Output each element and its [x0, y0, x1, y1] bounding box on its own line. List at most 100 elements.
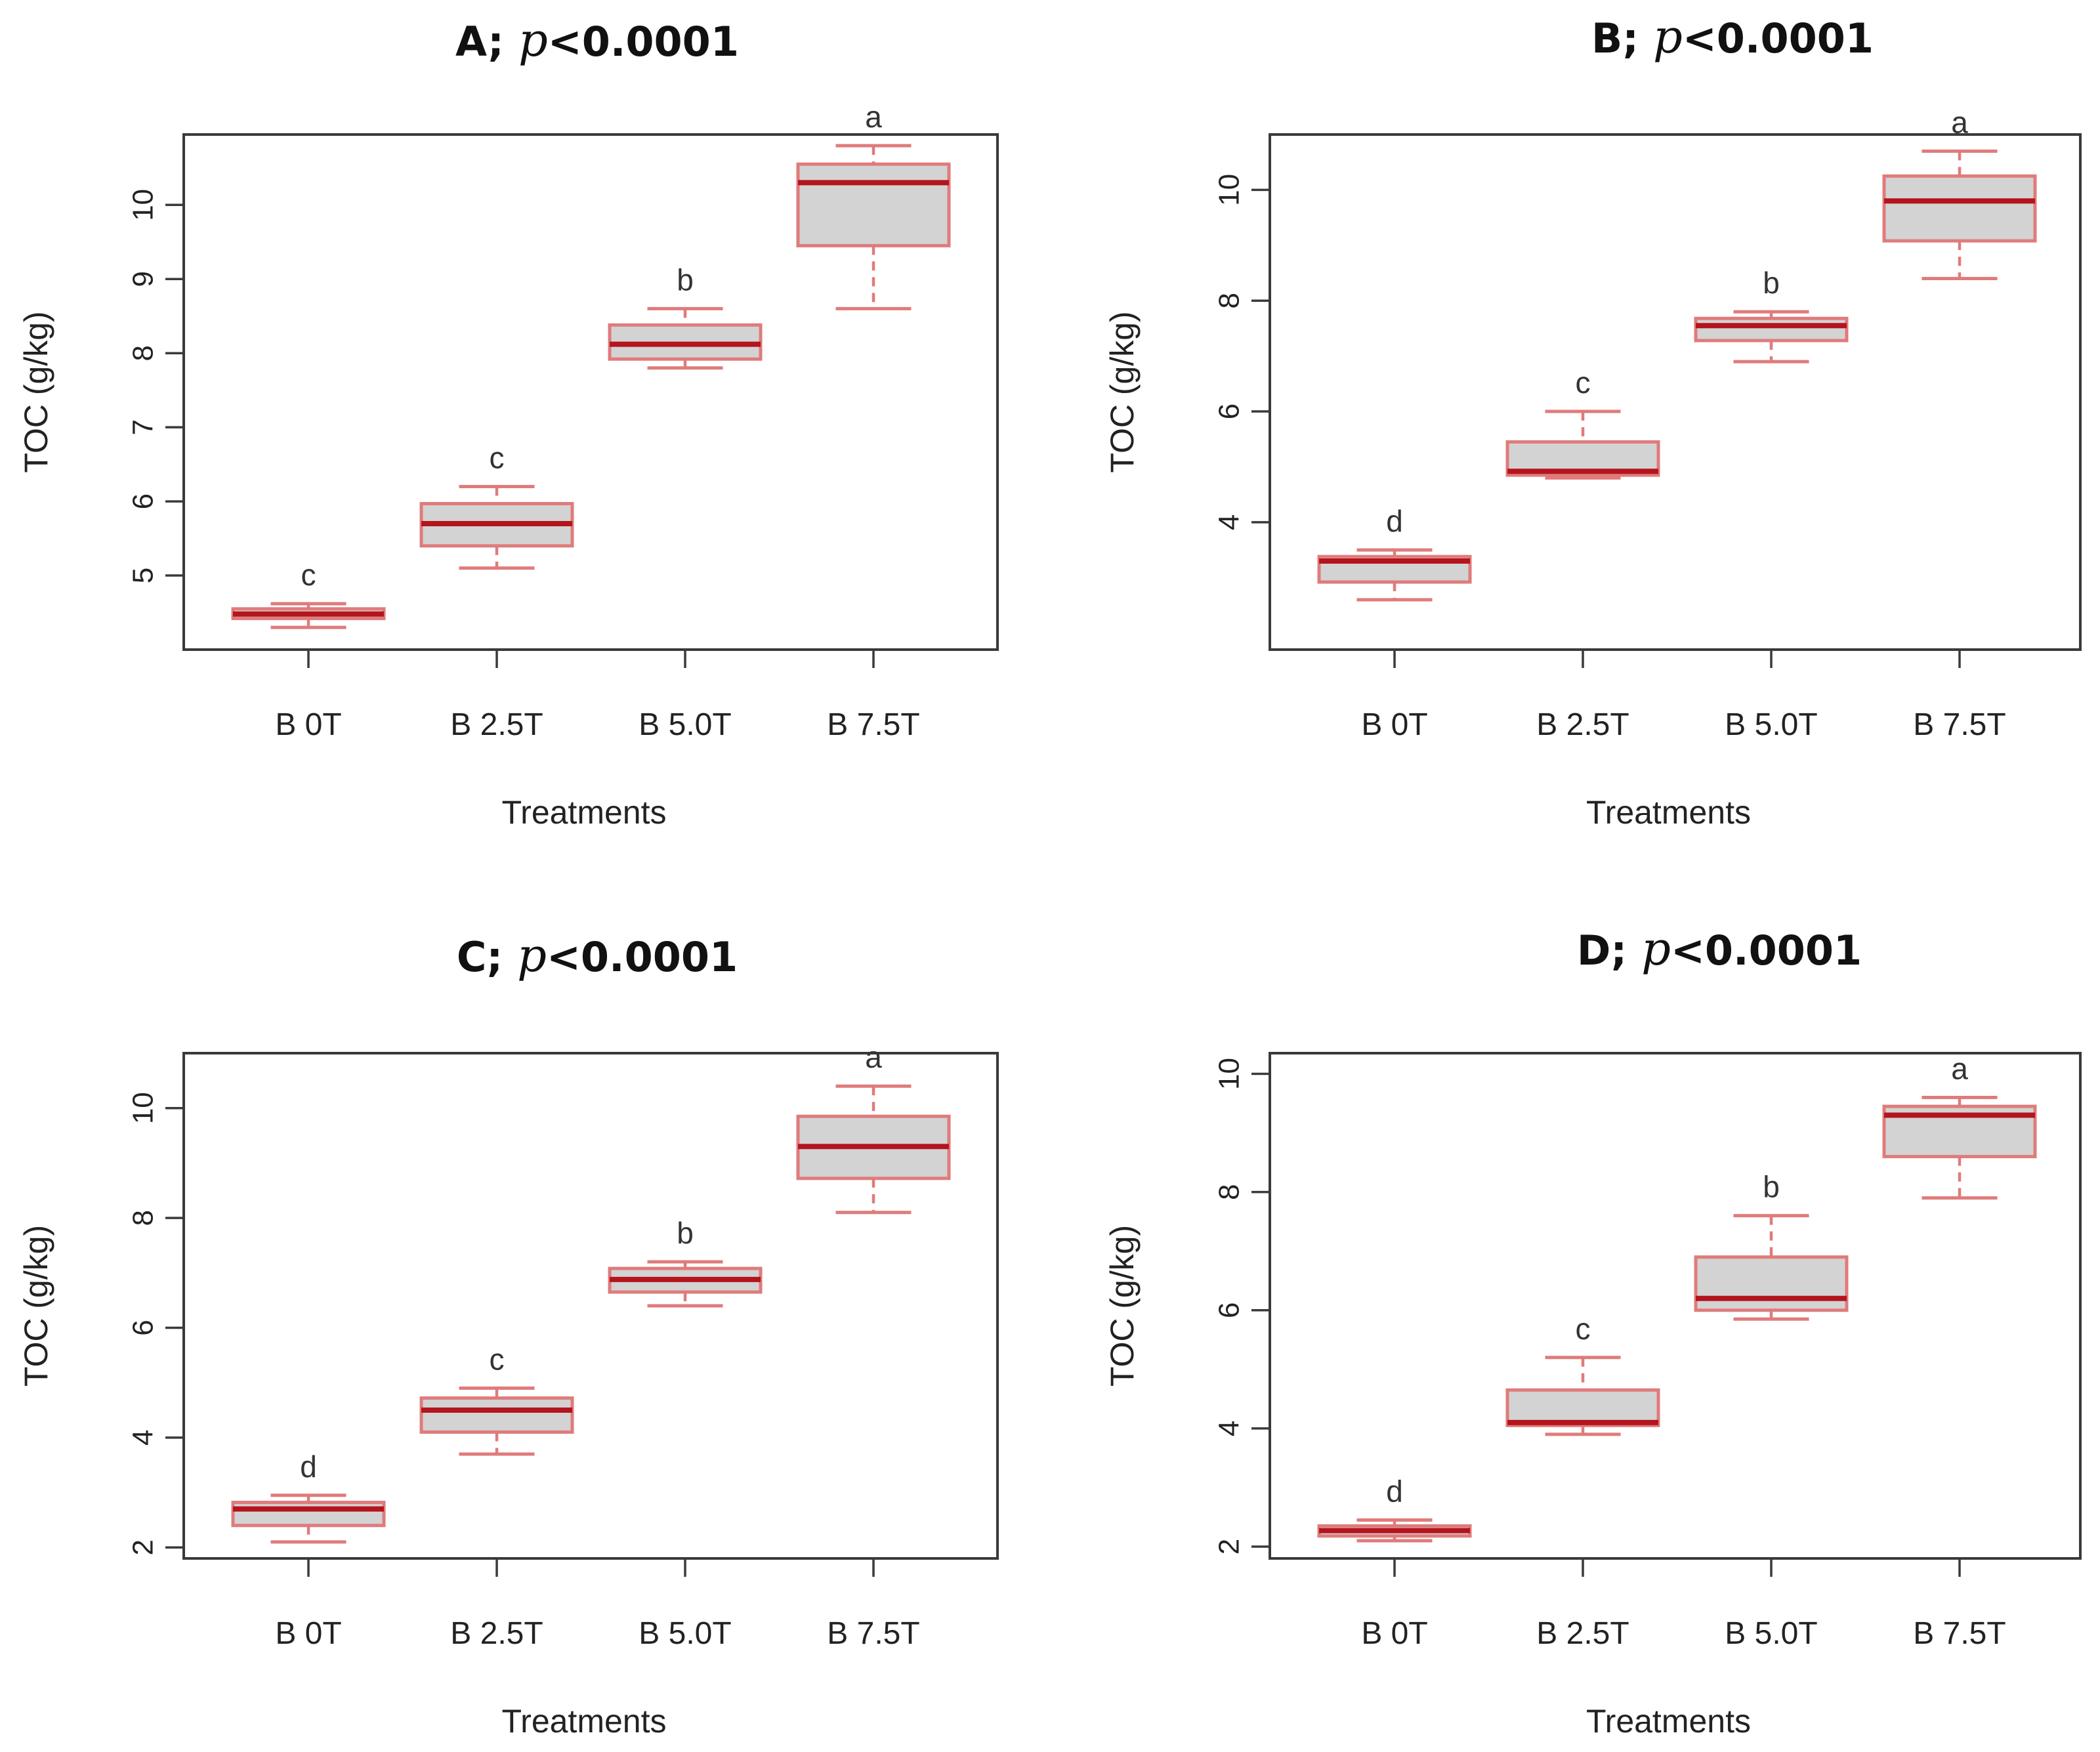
- x-tick-label: B 5.0T: [1725, 707, 1817, 742]
- box-3: b: [1694, 266, 1849, 364]
- title-label: D;: [1577, 927, 1627, 974]
- box-4: a: [796, 100, 951, 310]
- iqr-box: [1882, 174, 2037, 243]
- box-2: c: [419, 1343, 574, 1456]
- x-tick-label: B 2.5T: [1536, 1616, 1629, 1651]
- box-3: b: [608, 1216, 763, 1308]
- x-tick-label: B 2.5T: [1536, 707, 1629, 742]
- plot-frame: [182, 133, 999, 651]
- significance-letter: d: [300, 1450, 317, 1484]
- x-tick-label: B 0T: [275, 1616, 341, 1651]
- box-4: a: [1882, 1052, 2037, 1200]
- significance-letter: b: [1763, 266, 1780, 300]
- y-tick-label: 10: [127, 189, 159, 221]
- x-tick-label: B 7.5T: [827, 707, 919, 742]
- box-3: b: [608, 262, 763, 370]
- title-label: A;: [455, 18, 504, 66]
- panel-d: D; p<0.0001 2 4 6 8 10 TOC (g/kg) B 0T d B 2.5T c B …: [1104, 922, 2082, 1740]
- panel-a: A; p<0.0001 5 6 7 8 9 10 TOC (g/kg) B 0T c B 2.5T c B…: [18, 13, 999, 831]
- significance-letter: a: [1951, 105, 1968, 139]
- significance-letter: c: [1576, 1312, 1591, 1346]
- x-tick-label: B 5.0T: [1725, 1616, 1817, 1651]
- y-tick-label: 8: [1213, 1184, 1246, 1199]
- y-axis-label: TOC (g/kg): [18, 311, 54, 472]
- box-2: c: [1505, 1312, 1660, 1436]
- title-p-value: <0.0001: [1683, 14, 1874, 62]
- x-tick-label: B 0T: [275, 707, 341, 742]
- y-tick-label: 9: [127, 271, 159, 287]
- significance-letter: b: [677, 262, 694, 297]
- significance-letter: a: [1951, 1052, 1968, 1086]
- box-2: c: [419, 441, 574, 570]
- box-1: d: [1317, 504, 1472, 602]
- significance-letter: c: [301, 558, 316, 592]
- y-tick-label: 6: [127, 493, 159, 509]
- x-tick-label: B 2.5T: [450, 707, 543, 742]
- y-tick-label: 7: [127, 419, 159, 435]
- y-tick-label: 8: [1213, 293, 1246, 308]
- y-axis-label: TOC (g/kg): [1104, 311, 1141, 472]
- x-tick-label: B 0T: [1361, 1616, 1427, 1651]
- y-tick-label: 4: [1213, 1421, 1246, 1436]
- y-tick-label: 10: [1213, 174, 1246, 206]
- iqr-box: [419, 1396, 574, 1434]
- plot-frame: [1269, 133, 2082, 651]
- y-tick-label: 8: [127, 345, 159, 361]
- panel-title: B; p<0.0001: [1591, 10, 1874, 64]
- y-tick-label: 2: [1213, 1539, 1246, 1554]
- x-axis-label: Treatments: [1586, 794, 1751, 831]
- iqr-box: [231, 1501, 386, 1528]
- x-tick-label: B 7.5T: [1913, 707, 2006, 742]
- x-axis-label: Treatments: [501, 794, 666, 831]
- title-p-value: <0.0001: [548, 18, 739, 66]
- iqr-box: [1694, 316, 1849, 343]
- x-tick-label: B 0T: [1361, 707, 1427, 742]
- box-4: a: [1882, 105, 2037, 280]
- plot-frame: [1269, 1052, 2082, 1560]
- y-tick-label: 10: [1213, 1058, 1246, 1090]
- x-axis-label: Treatments: [501, 1703, 666, 1740]
- x-tick-label: B 7.5T: [1913, 1616, 2006, 1651]
- significance-letter: c: [490, 1343, 505, 1377]
- panel-title: A; p<0.0001: [455, 13, 739, 67]
- title-p-symbol: p: [1653, 10, 1683, 64]
- significance-letter: b: [677, 1216, 694, 1250]
- box-4: a: [796, 1040, 951, 1215]
- significance-letter: d: [1386, 504, 1403, 538]
- panel-title: D; p<0.0001: [1577, 922, 1862, 976]
- iqr-box: [1505, 1388, 1660, 1427]
- box-1: d: [1317, 1474, 1472, 1543]
- box-2: c: [1505, 365, 1660, 480]
- significance-letter: a: [865, 1040, 882, 1074]
- title-label: B;: [1591, 14, 1639, 62]
- title-label: C;: [457, 933, 503, 981]
- x-tick-label: B 7.5T: [827, 1616, 919, 1651]
- title-p-value: <0.0001: [547, 933, 738, 981]
- significance-letter: c: [490, 441, 505, 475]
- iqr-box: [1694, 1255, 1849, 1312]
- y-tick-label: 4: [1213, 514, 1246, 530]
- plot-frame: [182, 1052, 999, 1560]
- y-tick-label: 2: [127, 1539, 159, 1555]
- significance-letter: b: [1763, 1170, 1780, 1204]
- iqr-box: [796, 162, 951, 247]
- y-axis-label: TOC (g/kg): [1104, 1225, 1141, 1387]
- y-tick-label: 4: [127, 1430, 159, 1446]
- x-axis-label: Treatments: [1586, 1703, 1751, 1740]
- x-tick-label: B 5.0T: [639, 1616, 731, 1651]
- panel-c: C; p<0.0001 2 4 6 8 10 TOC (g/kg) B 0T d B 2.5T c B …: [18, 928, 999, 1740]
- y-tick-label: 10: [127, 1092, 159, 1124]
- x-tick-label: B 5.0T: [639, 707, 731, 742]
- x-tick-label: B 2.5T: [450, 1616, 543, 1651]
- significance-letter: c: [1576, 365, 1591, 400]
- significance-letter: a: [865, 100, 882, 134]
- y-tick-label: 6: [1213, 404, 1246, 419]
- title-p-value: <0.0001: [1671, 927, 1862, 974]
- y-tick-label: 5: [127, 568, 159, 583]
- y-axis-label: TOC (g/kg): [18, 1225, 54, 1387]
- significance-letter: d: [1386, 1474, 1403, 1508]
- panel-title: C; p<0.0001: [457, 928, 738, 982]
- title-p-symbol: p: [518, 13, 548, 67]
- box-1: c: [231, 558, 386, 629]
